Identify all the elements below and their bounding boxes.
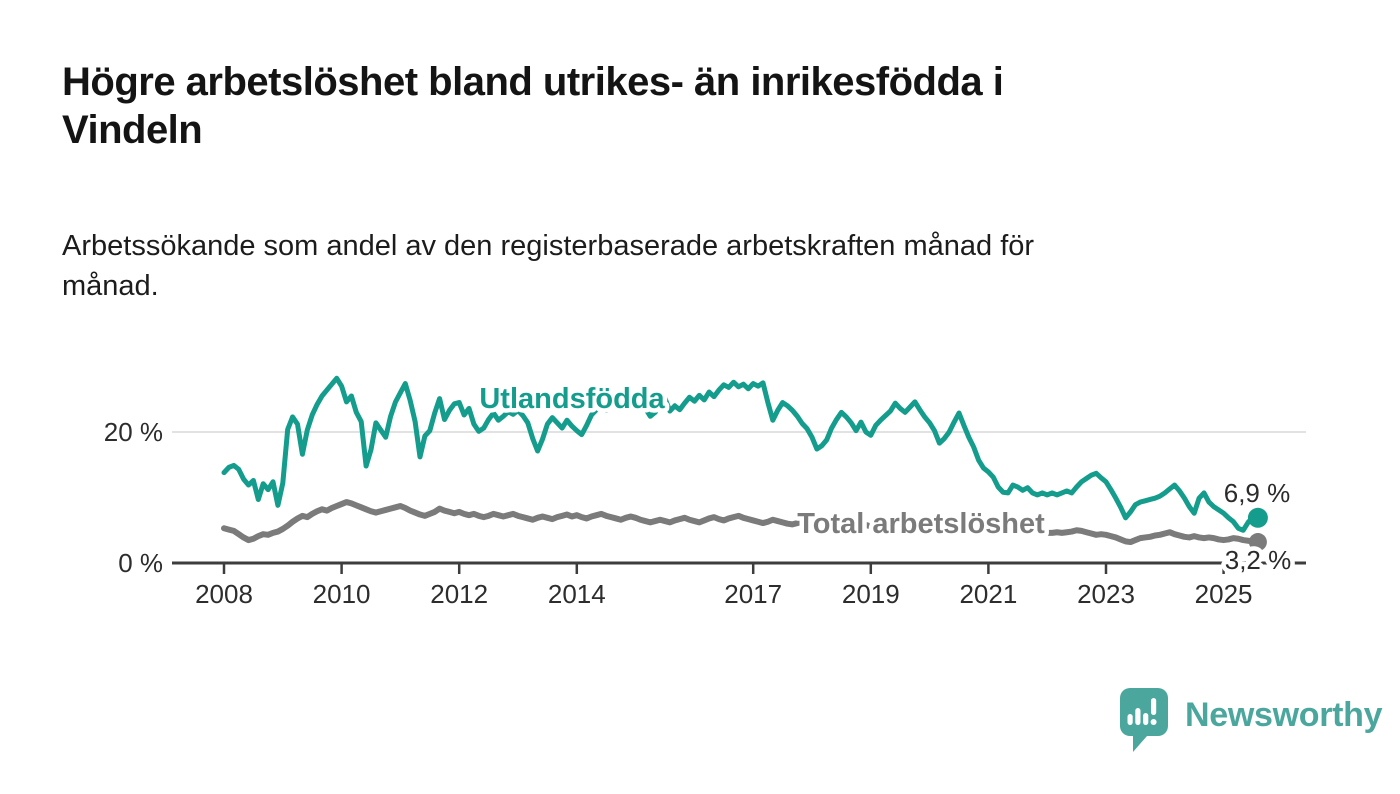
end-value-label-utlandsfodda: 6,9 % bbox=[1224, 478, 1291, 508]
x-tick-label-2014: 2014 bbox=[548, 579, 606, 609]
series-label-utlandsfodda: Utlandsfödda bbox=[479, 383, 665, 415]
x-tick-label-2008: 2008 bbox=[195, 579, 253, 609]
y-tick-label-0: 0 % bbox=[118, 548, 163, 578]
x-tick-label-2021: 2021 bbox=[959, 579, 1017, 609]
logo-bar-1 bbox=[1127, 714, 1133, 725]
x-tick-label-2017: 2017 bbox=[724, 579, 782, 609]
chart-subtitle: Arbetssökande som andel av den registerb… bbox=[62, 230, 1035, 303]
logo-bar-3 bbox=[1143, 713, 1149, 725]
page-title: Högre arbetslöshet bland utrikes- än inr… bbox=[62, 60, 1004, 152]
series-label-total: Total arbetslöshet bbox=[797, 508, 1045, 540]
newsworthy-logo-icon bbox=[1120, 688, 1168, 752]
x-tick-label-2025: 2025 bbox=[1195, 579, 1253, 609]
newsworthy-brand-name: Newsworthy bbox=[1185, 695, 1383, 734]
y-tick-label-20: 20 % bbox=[104, 417, 163, 447]
newsworthy-branding: Newsworthy bbox=[1116, 686, 1383, 756]
line-utlandsfodda bbox=[221, 375, 1261, 533]
line-total bbox=[221, 499, 1261, 546]
end-dot-total bbox=[1248, 533, 1267, 552]
x-tick-label-2010: 2010 bbox=[313, 579, 371, 609]
x-tick-label-2019: 2019 bbox=[842, 579, 900, 609]
end-value-label-total: 3,2 % bbox=[1225, 545, 1292, 575]
logo-exclamation-dot bbox=[1150, 719, 1157, 725]
end-dot-utlandsfodda bbox=[1247, 507, 1268, 528]
x-tick-label-2012: 2012 bbox=[430, 579, 488, 609]
logo-exclamation-bar bbox=[1151, 698, 1157, 715]
x-tick-label-2023: 2023 bbox=[1077, 579, 1135, 609]
logo-bar-2 bbox=[1135, 708, 1141, 725]
